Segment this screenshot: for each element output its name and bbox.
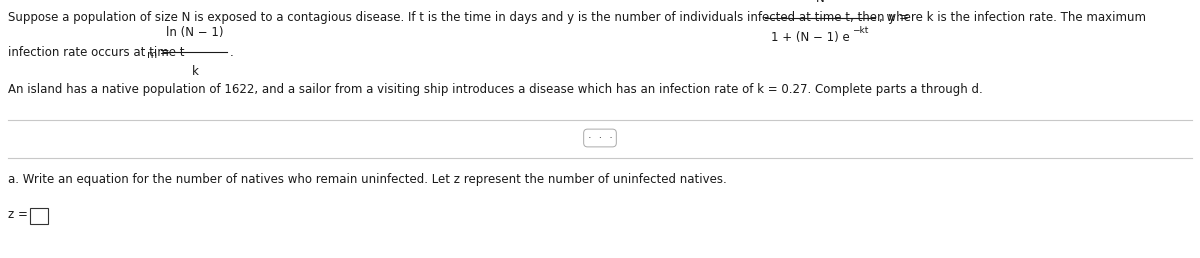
Text: −kt: −kt: [852, 26, 869, 35]
Text: z =: z =: [8, 208, 28, 222]
Text: =: =: [156, 45, 169, 59]
Bar: [30, 208, 48, 224]
Text: .: .: [230, 45, 234, 59]
Text: , where k is the infection rate. The maximum: , where k is the infection rate. The max…: [878, 12, 1146, 25]
Text: N: N: [816, 0, 824, 5]
Text: 1 + (N − 1) e: 1 + (N − 1) e: [770, 31, 850, 44]
Text: ln (N − 1): ln (N − 1): [167, 26, 223, 39]
Text: m: m: [148, 50, 157, 60]
Text: a. Write an equation for the number of natives who remain uninfected. Let z repr: a. Write an equation for the number of n…: [8, 173, 727, 187]
Text: Suppose a population of size N is exposed to a contagious disease. If t is the t: Suppose a population of size N is expose…: [8, 12, 908, 25]
Text: k: k: [192, 65, 198, 78]
Text: An island has a native population of 1622, and a sailor from a visiting ship int: An island has a native population of 162…: [8, 84, 983, 96]
Text: ·  ·  ·: · · ·: [588, 133, 612, 143]
Text: infection rate occurs at time t: infection rate occurs at time t: [8, 45, 185, 59]
